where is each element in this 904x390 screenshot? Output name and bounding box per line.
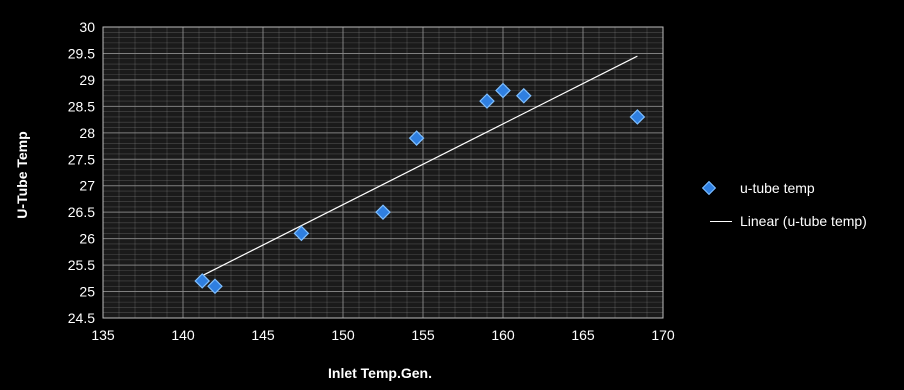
data-point [194, 273, 211, 289]
diamond-marker-icon [701, 180, 717, 196]
data-point [375, 204, 391, 221]
x-tick-label: 165 [571, 327, 595, 343]
x-tick-label: 145 [251, 327, 275, 343]
y-tick-label: 26.5 [68, 204, 95, 220]
data-point [479, 93, 495, 109]
y-tick-label: 28.5 [68, 98, 95, 114]
x-tick-label: 150 [331, 327, 355, 343]
legend-label-series: u-tube temp [740, 180, 815, 196]
y-tick-label: 27 [79, 178, 95, 194]
y-tick-label: 27.5 [68, 151, 95, 167]
x-tick-label: 155 [411, 327, 435, 343]
legend-item-trendline: Linear (u-tube temp) [692, 211, 904, 233]
y-tick-label: 25 [79, 284, 95, 300]
x-tick-label: 135 [91, 327, 115, 343]
tick-labels: 135 140 145 150 155 160 165 170 24.5 25 25.5 26 26.5… [68, 19, 675, 343]
data-point [293, 225, 310, 242]
y-tick-label: 25.5 [68, 257, 95, 273]
data-point [408, 130, 425, 146]
data-point [629, 109, 646, 125]
y-axis-title: U-Tube Temp [14, 131, 30, 218]
legend-item-series: u-tube temp [692, 178, 904, 200]
plot-border [102, 26, 664, 319]
y-tick-label: 29.5 [68, 45, 95, 61]
legend-label-trendline: Linear (u-tube temp) [740, 213, 867, 229]
legend: u-tube temp Linear (u-tube temp) [692, 178, 904, 244]
trendline-legend-icon [710, 221, 732, 222]
data-point [515, 87, 532, 104]
y-tick-label: 28 [79, 125, 95, 141]
y-tick-label: 30 [79, 19, 95, 35]
y-tick-label: 29 [79, 72, 95, 88]
data-points [194, 82, 646, 295]
y-tick-label: 26 [79, 231, 95, 247]
plot-area [103, 27, 663, 318]
linear-trendline [201, 55, 638, 277]
x-tick-label: 140 [171, 327, 195, 343]
data-point [495, 82, 511, 99]
x-tick-label: 160 [491, 327, 515, 343]
y-tick-label: 24.5 [68, 310, 95, 326]
x-tick-label: 170 [651, 327, 675, 343]
x-axis-title: Inlet Temp.Gen. [328, 365, 432, 381]
grid-lines [102, 26, 664, 319]
data-point [207, 278, 223, 295]
trendline-group [201, 55, 638, 277]
